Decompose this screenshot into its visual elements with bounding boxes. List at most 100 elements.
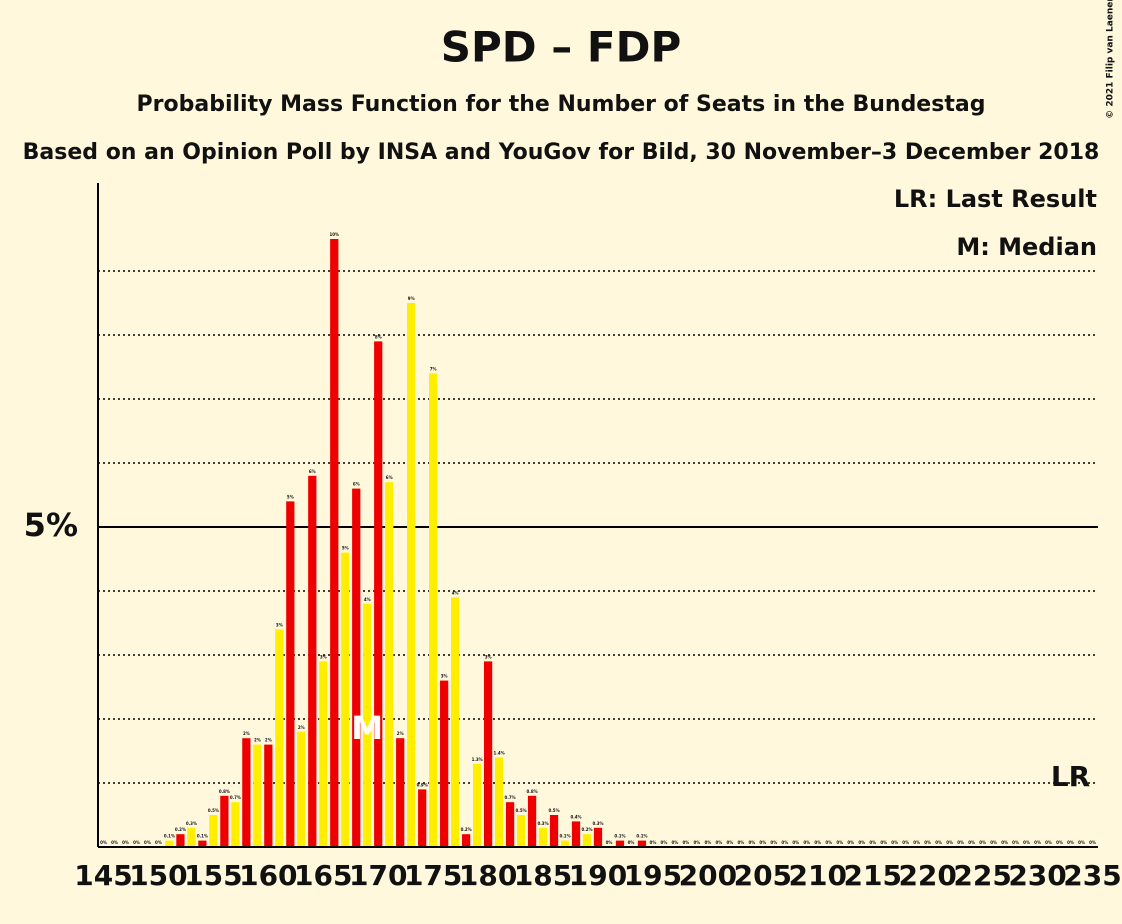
value-label: 7%: [430, 366, 437, 371]
x-tick-label: 150: [129, 859, 187, 892]
x-tick-label: 155: [184, 859, 242, 892]
bar: [231, 802, 240, 847]
value-label: 0%: [1067, 840, 1074, 845]
median-marker: M: [351, 709, 383, 747]
bar: [209, 815, 218, 847]
value-label: 0%: [803, 840, 810, 845]
value-label: 0%: [650, 840, 657, 845]
value-label: 0%: [792, 840, 799, 845]
value-label: 0.7%: [505, 795, 516, 800]
bar: [494, 757, 504, 847]
chart-subtitle: Based on an Opinion Poll by INSA and You…: [23, 140, 1100, 165]
value-label: 9%: [408, 296, 415, 301]
value-label: 0%: [704, 840, 711, 845]
bar: [396, 738, 405, 847]
x-tick-label: 200: [679, 859, 737, 892]
x-tick-label: 160: [239, 859, 297, 892]
value-label: 0.1%: [636, 834, 647, 839]
value-label: 8%: [375, 334, 382, 339]
value-label: 0.1%: [614, 834, 625, 839]
value-label: 0.9%: [417, 782, 428, 787]
value-label: 0%: [628, 840, 635, 845]
bar: [286, 501, 295, 847]
x-tick-label: 215: [843, 859, 901, 892]
bar: [516, 815, 526, 847]
bar: [187, 827, 196, 847]
value-label: 2%: [298, 725, 305, 730]
value-label: 0%: [133, 840, 140, 845]
bar: [637, 840, 647, 847]
value-label: 1.3%: [472, 757, 483, 762]
value-label: 0.2%: [461, 827, 472, 832]
bar: [165, 840, 174, 847]
value-label: 6%: [386, 475, 393, 480]
value-label: 0%: [122, 840, 129, 845]
value-label: 5%: [342, 546, 349, 551]
value-label: 0%: [694, 840, 701, 845]
value-label: 0%: [1012, 840, 1019, 845]
value-label: 0%: [968, 840, 975, 845]
value-label: 0%: [880, 840, 887, 845]
value-label: 0%: [144, 840, 151, 845]
x-tick-label: 230: [1008, 859, 1066, 892]
last-result-marker: LR: [1051, 760, 1090, 793]
y-tick-label: 5%: [24, 506, 78, 544]
legend-entry: LR: Last Result: [894, 185, 1097, 213]
bar: [505, 802, 515, 847]
value-label: 0%: [111, 840, 118, 845]
value-label: 0%: [672, 840, 679, 845]
bar: [319, 661, 328, 847]
bar: [549, 815, 559, 847]
bar: [462, 834, 471, 847]
value-label: 2%: [243, 731, 250, 736]
bar: [264, 744, 273, 847]
value-label: 0%: [726, 840, 733, 845]
value-label: 0%: [957, 840, 964, 845]
value-label: 0.8%: [219, 789, 230, 794]
value-label: 3%: [441, 674, 448, 679]
value-label: 1.4%: [494, 750, 505, 755]
value-label: 0%: [715, 840, 722, 845]
value-label: 0%: [858, 840, 865, 845]
chart-subtitle: Probability Mass Function for the Number…: [137, 92, 986, 117]
value-label: 0%: [759, 840, 766, 845]
bar: [429, 373, 438, 847]
bar: [176, 834, 185, 847]
value-label: 3%: [276, 622, 283, 627]
bar: [582, 834, 592, 847]
value-label: 0%: [737, 840, 744, 845]
value-label: 0.2%: [175, 827, 186, 832]
value-label: 0.5%: [548, 808, 559, 813]
value-label: 0%: [902, 840, 909, 845]
bar: [483, 661, 493, 847]
value-label: 0.4%: [570, 814, 581, 819]
value-label: 0.5%: [516, 808, 527, 813]
value-label: 0%: [1023, 840, 1030, 845]
value-label: 2%: [265, 738, 272, 743]
x-tick-label: 170: [349, 859, 407, 892]
value-label: 0%: [924, 840, 931, 845]
x-tick-label: 225: [953, 859, 1011, 892]
value-label: 0.3%: [592, 821, 603, 826]
value-label: 3%: [320, 654, 327, 659]
bar: [451, 597, 460, 847]
bar: [198, 840, 207, 847]
value-label: 0.8%: [527, 789, 538, 794]
bar: [297, 731, 306, 847]
value-label: 0%: [825, 840, 832, 845]
bar: [275, 629, 284, 847]
value-label: 0%: [606, 840, 613, 845]
bar: [330, 239, 339, 847]
bar: [593, 827, 603, 847]
bar: [418, 789, 427, 847]
value-label: 2%: [254, 738, 261, 743]
bar: [440, 680, 449, 847]
chart-title: SPD – FDP: [441, 23, 681, 72]
x-tick-label: 190: [569, 859, 627, 892]
x-tick-label: 175: [404, 859, 462, 892]
value-label: 0%: [990, 840, 997, 845]
value-label: 4%: [452, 590, 459, 595]
value-label: 0%: [100, 840, 107, 845]
bar: [253, 744, 262, 847]
